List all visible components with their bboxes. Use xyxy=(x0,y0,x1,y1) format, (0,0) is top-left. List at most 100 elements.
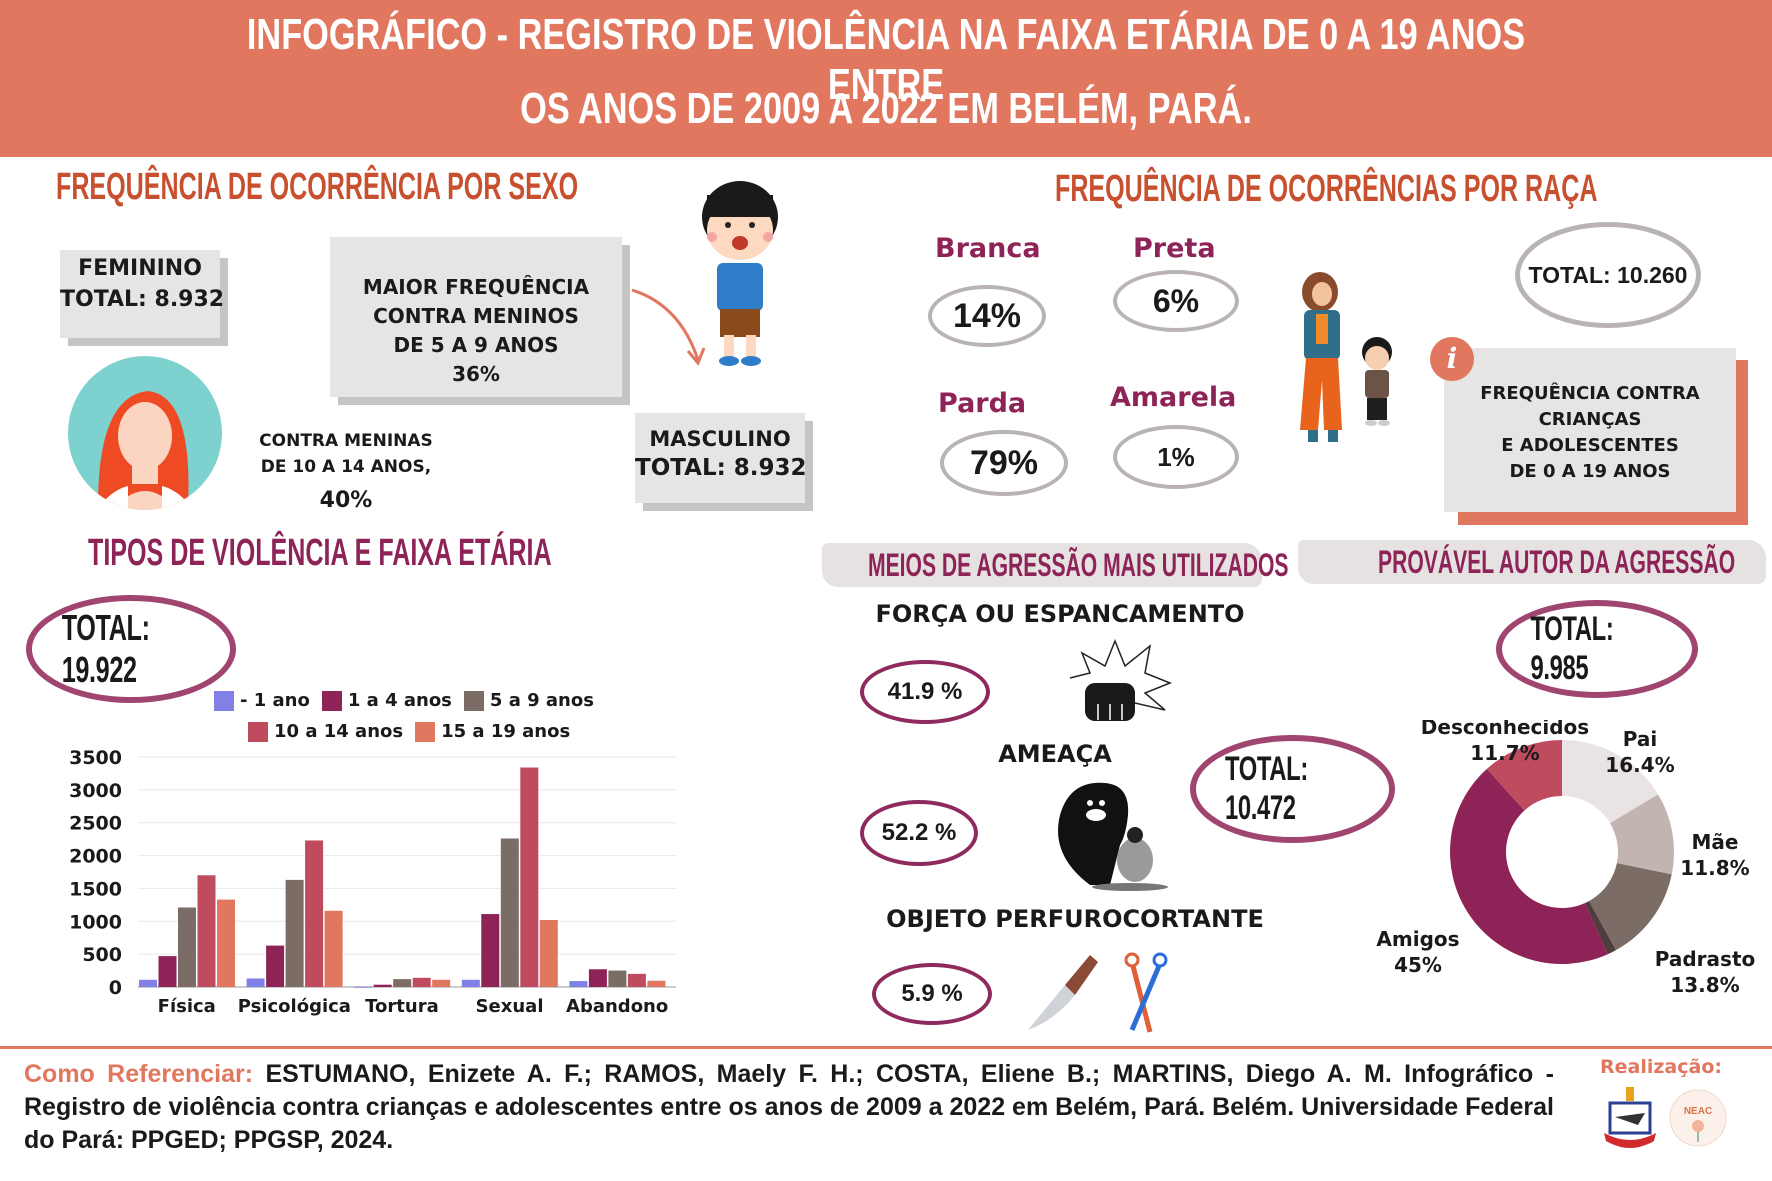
race-total-oval: TOTAL: 10.260 xyxy=(1515,222,1701,328)
feminino-total: TOTAL: 8.932 xyxy=(60,287,225,312)
y-tick-label: 500 xyxy=(82,944,122,966)
race-label-parda: Parda xyxy=(938,388,1027,419)
legend-item-10-14: 10 a 14 anos xyxy=(248,721,403,742)
tipos-total-oval: TOTAL: 19.922 xyxy=(26,595,236,703)
y-tick-label: 2000 xyxy=(69,846,122,868)
bar xyxy=(647,980,666,987)
meninos-box: MAIOR FREQUÊNCIA CONTRA MENINOS DE 5 A 9… xyxy=(330,237,622,397)
meninos-pct: 36% xyxy=(452,362,500,386)
bar xyxy=(539,919,558,987)
bar xyxy=(432,979,451,987)
legend-label: - 1 ano xyxy=(240,690,310,711)
meio-label-objeto: OBJETO PERFUROCORTANTE xyxy=(886,905,1264,933)
meio-label-ameaca: AMEAÇA xyxy=(998,740,1112,768)
header-banner: INFOGRÁFICO - REGISTRO DE VIOLÊNCIA NA F… xyxy=(0,0,1772,157)
race-value-preta: 6% xyxy=(1152,282,1200,319)
race-label-preta: Preta xyxy=(1133,233,1216,264)
chart-legend: - 1 ano 1 a 4 anos 5 a 9 anos 10 a 14 an… xyxy=(214,690,614,742)
donut-slice xyxy=(1584,901,1616,955)
meios-total: TOTAL: 10.472 xyxy=(1224,750,1308,827)
section-title-autor: PROVÁVEL AUTOR DA AGRESSÃO xyxy=(1378,544,1736,580)
feminino-box: FEMININO TOTAL: 8.932 xyxy=(60,250,225,338)
autor-total: TOTAL: 9.985 xyxy=(1530,610,1614,687)
bar xyxy=(285,879,304,987)
bar xyxy=(158,956,177,987)
bar xyxy=(627,973,646,987)
girl-avatar-icon xyxy=(68,356,222,510)
bar xyxy=(139,979,157,987)
y-tick-label: 0 xyxy=(109,977,122,999)
bar xyxy=(608,970,627,987)
legend-item-5-9: 5 a 9 anos xyxy=(463,690,594,711)
meninos-line-2: CONTRA MENINOS xyxy=(373,304,579,328)
section-title-meios: MEIOS DE AGRESSÃO MAIS UTILIZADOS xyxy=(868,547,1289,583)
meninas-line-1: CONTRA MENINAS xyxy=(259,431,433,451)
meio-value-objeto: 5.9 % xyxy=(901,980,963,1007)
section-title-tipos: TIPOS DE VIOLÊNCIA E FAIXA ETÁRIA xyxy=(88,532,552,574)
legend-item-1-4: 1 a 4 anos xyxy=(321,690,452,711)
info-line-1: FREQUÊNCIA CONTRA xyxy=(1480,383,1700,404)
donut-label: Pai xyxy=(1623,727,1657,751)
bar xyxy=(520,767,539,987)
fist-punch-icon xyxy=(1069,638,1173,721)
meio-value-forca: 41.9 % xyxy=(887,678,963,705)
legend-swatch xyxy=(463,690,484,711)
meios-total-oval: TOTAL: 10.472 xyxy=(1190,735,1395,843)
race-label-branca: Branca xyxy=(935,233,1041,264)
donut-slice xyxy=(1450,768,1608,964)
donut-value-label: 13.8% xyxy=(1670,973,1739,997)
reference-text: Como Referenciar: ESTUMANO, Enizete A. F… xyxy=(24,1058,1554,1157)
x-tick-label: Sexual xyxy=(476,996,544,1017)
meio-label-forca: FORÇA OU ESPANCAMENTO xyxy=(875,600,1245,628)
section-title-sexo: FREQUÊNCIA DE OCORRÊNCIA POR SEXO xyxy=(56,166,579,208)
race-value-amarela: 1% xyxy=(1157,441,1195,472)
legend-label: 15 a 19 anos xyxy=(441,721,571,742)
donut-label: Desconhecidos xyxy=(1421,720,1589,739)
bar xyxy=(481,914,500,987)
meio-oval-forca: 41.9 % xyxy=(860,660,990,724)
footer-divider xyxy=(0,1046,1772,1049)
bar xyxy=(373,984,392,987)
y-tick-label: 1500 xyxy=(69,878,122,900)
donut-value-label: 11.8% xyxy=(1680,856,1749,880)
x-tick-label: Tortura xyxy=(365,996,439,1017)
reference-body: ESTUMANO, Enizete A. F.; RAMOS, Maely F.… xyxy=(24,1060,1554,1154)
meio-oval-objeto: 5.9 % xyxy=(872,963,992,1025)
mother-child-illustration-icon xyxy=(1300,272,1392,442)
race-oval-branca: 14% xyxy=(928,285,1046,347)
masculino-label: MASCULINO xyxy=(649,427,791,451)
meninos-line-1: MAIOR FREQUÊNCIA xyxy=(362,275,590,299)
meio-oval-ameaca: 52.2 % xyxy=(860,800,978,866)
race-label-amarela: Amarela xyxy=(1110,382,1237,413)
donut-label: Padrasto xyxy=(1655,947,1756,971)
info-box: FREQUÊNCIA CONTRA CRIANÇAS E ADOLESCENTE… xyxy=(1444,348,1736,512)
bar-chart: 0 500 1000 1500 2000 2500 3000 3500 Física Psicol… xyxy=(69,747,676,1017)
neac-logo-icon: NEAC xyxy=(1669,1089,1727,1147)
donut-label: Mãe xyxy=(1692,830,1739,854)
info-line-2: CRIANÇAS xyxy=(1538,409,1642,430)
bar xyxy=(246,978,265,987)
meio-value-ameaca: 52.2 % xyxy=(881,819,957,846)
race-oval-parda: 79% xyxy=(940,430,1068,496)
autor-title-brush xyxy=(1298,540,1766,584)
race-value-branca: 14% xyxy=(952,296,1022,335)
knife-scissors-icon xyxy=(1028,952,1168,1033)
y-tick-label: 3500 xyxy=(69,747,122,769)
y-tick-label: 1000 xyxy=(69,911,122,933)
autor-total-oval: TOTAL: 9.985 xyxy=(1496,600,1698,698)
threat-monster-icon xyxy=(1058,782,1168,891)
donut-value-label: 11.7% xyxy=(1470,741,1539,765)
legend-label: 1 a 4 anos xyxy=(347,690,452,711)
legend-item-15-19: 15 a 19 anos xyxy=(415,721,570,742)
donut-slice xyxy=(1610,794,1674,875)
realizacao-label: Realização: xyxy=(1600,1056,1722,1078)
legend-label: 5 a 9 anos xyxy=(489,690,594,711)
race-value-parda: 79% xyxy=(969,443,1039,482)
donut-label: Amigos xyxy=(1376,927,1459,951)
x-tick-label: Abandono xyxy=(566,996,668,1017)
bar xyxy=(305,840,324,987)
bar xyxy=(324,910,343,987)
bar xyxy=(461,979,480,987)
bar xyxy=(197,875,216,987)
meninas-text: CONTRA MENINAS DE 10 A 14 ANOS, 40% xyxy=(248,428,444,514)
